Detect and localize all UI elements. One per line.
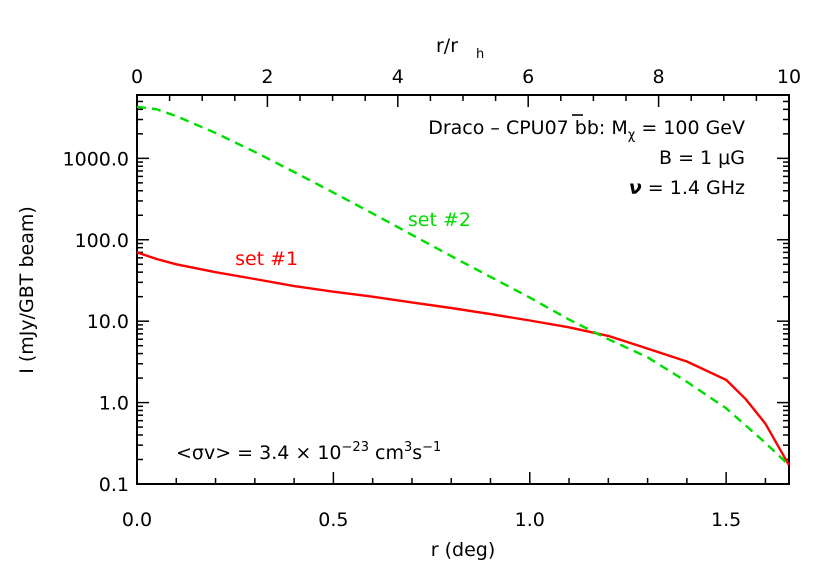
ticks <box>136 94 790 485</box>
annotation-line1: Draco – CPU07 bb: Mχ = 100 GeV <box>428 117 745 143</box>
y-axis-label: I (mJy/GBT beam) <box>16 206 38 374</box>
top-tick-label: 0 <box>131 66 143 88</box>
y-tick-label: 100.0 <box>75 230 129 252</box>
x-tick-label: 1.0 <box>515 509 545 531</box>
y-tick-label: 1000.0 <box>63 148 129 170</box>
series-lines <box>136 105 791 467</box>
annotation-line2: B = 1 μG <box>659 147 745 169</box>
series-labels: set #1 set #2 <box>235 209 471 270</box>
top-tick-label: 6 <box>522 66 534 88</box>
x-tick-label: 1.5 <box>711 509 741 531</box>
series-label-2: set #2 <box>408 209 471 231</box>
y-tick-label: 10.0 <box>87 311 129 333</box>
tick-labels: 0.0 0.5 1.0 1.5 0 2 4 6 8 10 0.1 1.0 10.0 100.0 1000.0 <box>63 66 802 531</box>
top-tick-label: 8 <box>653 66 665 88</box>
annotation-line3: ν = 1.4 GHz <box>629 177 745 199</box>
x-tick-label: 0.5 <box>318 509 348 531</box>
x-tick-label: 0.0 <box>122 509 152 531</box>
top-tick-label: 10 <box>777 66 801 88</box>
top-axis-label-main: r/r <box>436 35 458 57</box>
series-label-1: set #1 <box>235 248 298 270</box>
cross-section-annotation: <σv> = 3.4 × 10−23 cm3s−1 <box>176 440 441 464</box>
y-tick-label: 1.0 <box>99 393 129 415</box>
y-tick-label: 0.1 <box>99 474 129 496</box>
series-line-1 <box>136 251 791 466</box>
top-tick-label: 2 <box>261 66 273 88</box>
x-axis-label: r (deg) <box>431 539 496 561</box>
annotation-block: Draco – CPU07 bb: Mχ = 100 GeV B = 1 μG … <box>176 114 745 464</box>
series-line-2 <box>136 105 790 467</box>
top-axis-label: r/r h <box>436 35 484 62</box>
top-tick-label: 4 <box>392 66 404 88</box>
top-axis-label-sub: h <box>476 47 484 62</box>
